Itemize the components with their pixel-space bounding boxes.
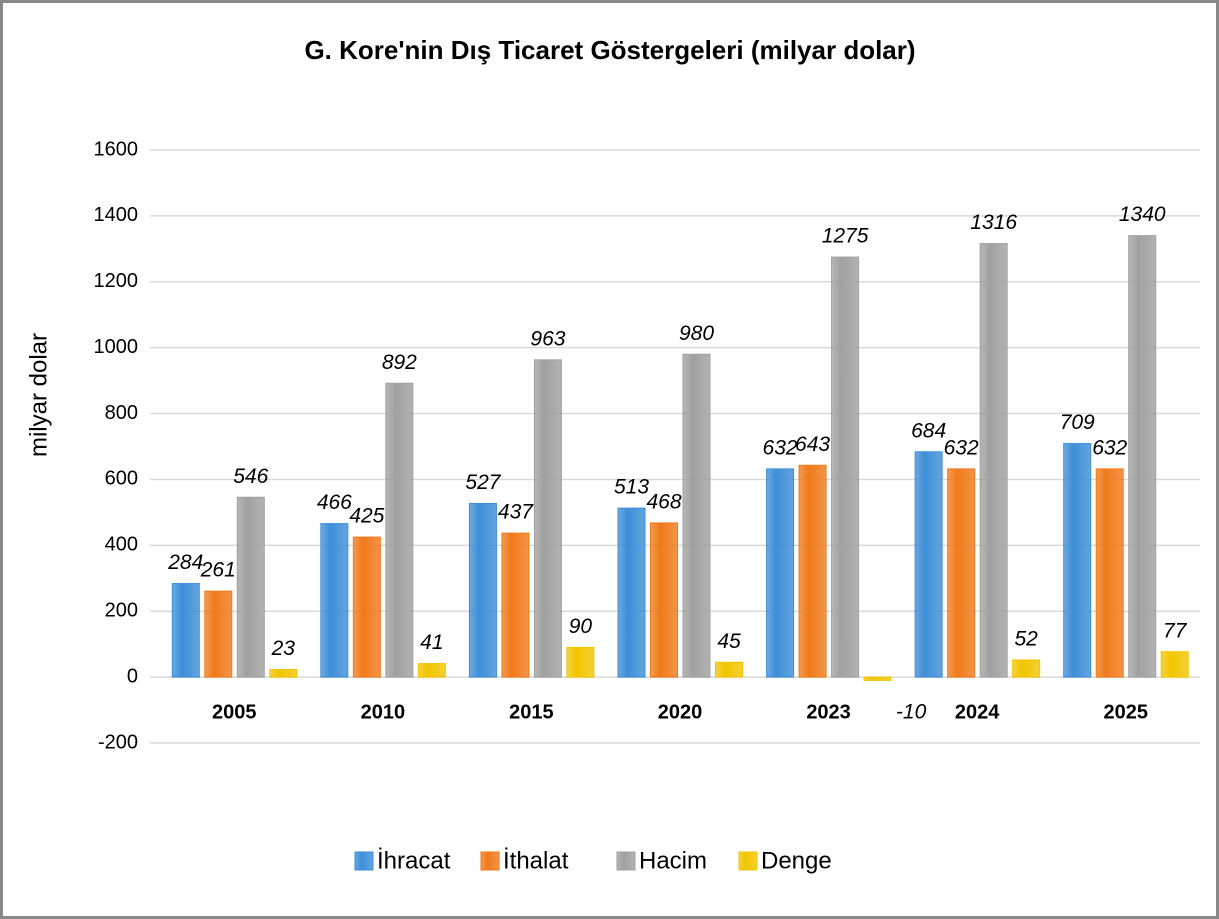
bar [533,359,562,678]
data-label: 23 [271,637,296,660]
data-label: 892 [382,351,417,374]
bar [831,256,860,678]
chart-title: G. Kore'nin Dış Ticaret Göstergeleri (mi… [304,35,915,65]
y-tick-label: 600 [105,468,138,490]
legend-swatch [616,851,636,871]
y-tick-label: 1400 [94,204,139,226]
bar [468,502,497,678]
bar [269,669,298,678]
data-label: 45 [717,630,741,653]
y-tick-label: -200 [98,731,138,753]
data-label: 1275 [822,225,869,248]
y-tick-label: 400 [105,534,138,556]
x-tick-label: 2025 [1103,701,1148,723]
bar [947,468,976,678]
bar [204,590,233,678]
x-tick-label: 2010 [361,701,406,723]
data-label: 437 [498,501,534,524]
legend-swatch [480,851,500,871]
bar [617,507,646,678]
bar [1128,235,1157,678]
bar [501,532,530,678]
bar [236,496,265,678]
bar [1095,468,1124,678]
bar [1012,659,1041,678]
data-label: 527 [465,471,501,494]
legend-label: İhracat [377,847,451,874]
data-label: 261 [200,559,236,582]
data-label: 513 [614,476,649,499]
bar [914,451,943,678]
bar [566,646,595,678]
legend-label: Hacim [639,847,707,874]
bar [682,353,711,678]
data-label: 41 [420,631,443,654]
data-label: 466 [317,491,352,514]
data-label: 425 [349,505,384,528]
bar [650,522,678,678]
bar [320,523,349,678]
data-label: 632 [1092,436,1127,459]
y-tick-label: 800 [105,402,138,424]
x-tick-label: 2023 [806,701,851,723]
legend-label: Denge [761,847,832,874]
bar [352,536,381,678]
data-label: 468 [646,490,681,513]
data-label: 52 [1014,628,1038,651]
bar [798,464,827,678]
x-tick-label: 2015 [509,701,554,723]
x-tick-label: 2005 [212,701,257,723]
data-label: 643 [795,433,830,456]
bar [417,663,446,678]
bar [979,243,1008,678]
y-tick-label: 1000 [94,336,139,358]
bar [1160,651,1189,678]
x-tick-label: 2020 [658,701,703,723]
data-label: 709 [1060,411,1095,434]
data-label: 90 [569,615,593,638]
legend-swatch [738,851,758,871]
data-label: 980 [679,322,714,345]
legend-label: İthalat [503,847,569,874]
data-label: 284 [167,551,203,574]
bar [863,676,892,681]
data-label: 632 [763,436,798,459]
y-tick-label: 0 [127,665,138,687]
bar [385,382,414,678]
bar [766,468,795,678]
data-label: 963 [530,327,565,350]
bar [715,661,743,678]
legend-swatch [354,851,374,871]
data-label: -10 [896,701,927,724]
data-label: 684 [911,419,946,442]
y-tick-label: 1200 [94,270,139,292]
y-axis-label: milyar dolar [25,333,52,457]
data-label: 632 [944,436,979,459]
x-tick-label: 2024 [955,701,1000,723]
y-tick-label: 1600 [94,138,139,160]
bar [1063,443,1092,678]
data-label: 546 [233,465,268,488]
bar [171,583,200,678]
data-label: 1340 [1119,203,1166,226]
y-tick-label: 200 [105,600,138,622]
data-label: 77 [1163,619,1188,642]
data-label: 1316 [970,211,1017,234]
